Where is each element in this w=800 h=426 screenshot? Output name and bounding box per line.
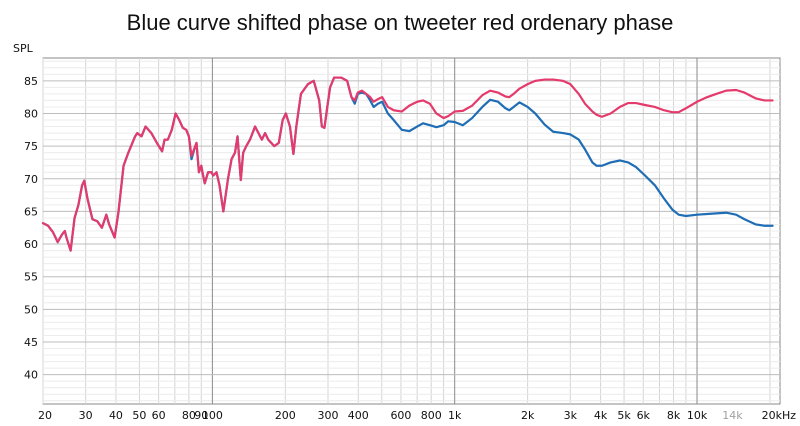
y-tick-label: 65: [24, 205, 38, 218]
x-tick-label: 5k: [617, 409, 631, 422]
x-tick-label: 300: [317, 409, 338, 422]
major-gridlines: [43, 58, 780, 404]
x-tick-label: 100: [202, 409, 223, 422]
x-tick-label: 10k: [687, 409, 708, 422]
x-tick-label: 2k: [521, 409, 535, 422]
series-layer: [41, 76, 774, 252]
x-tick-label: 40: [109, 409, 123, 422]
y-tick-label: 70: [24, 173, 38, 186]
x-tick-label: 400: [348, 409, 369, 422]
y-tick-label: 50: [24, 303, 38, 316]
x-tick-label: 60: [152, 409, 166, 422]
chart-title: Blue curve shifted phase on tweeter red …: [127, 10, 674, 35]
x-tick-label: 90: [194, 409, 208, 422]
x-tick-label: 1k: [448, 409, 462, 422]
y-tick-label: 45: [24, 336, 38, 349]
y-tick-label: 55: [24, 271, 38, 284]
x-tick-label: 20: [38, 409, 52, 422]
series-line-2: [41, 76, 774, 252]
x-tick-label: 50: [132, 409, 146, 422]
y-tick-label: 75: [24, 140, 38, 153]
y-tick-label: 85: [24, 75, 38, 88]
x-tick-label: 200: [275, 409, 296, 422]
x-tick-label: 6k: [637, 409, 651, 422]
x-tick-label: 800: [421, 409, 442, 422]
x-tick-label: 14k: [722, 409, 743, 422]
y-tick-label: 40: [24, 369, 38, 382]
x-tick-label: 20kHz: [762, 409, 797, 422]
y-tick-label: 80: [24, 107, 38, 120]
x-tick-label: 30: [79, 409, 93, 422]
y-tick-labels: 40 45 50 55 60 65 70 75 80 85: [24, 75, 38, 382]
x-tick-label: 80: [182, 409, 196, 422]
x-tick-label: 600: [390, 409, 411, 422]
x-tick-label: 3k: [564, 409, 578, 422]
x-tick-label: 8k: [667, 409, 681, 422]
y-tick-label: 60: [24, 238, 38, 251]
x-tick-label: 4k: [594, 409, 608, 422]
y-axis-label: SPL: [13, 42, 34, 55]
